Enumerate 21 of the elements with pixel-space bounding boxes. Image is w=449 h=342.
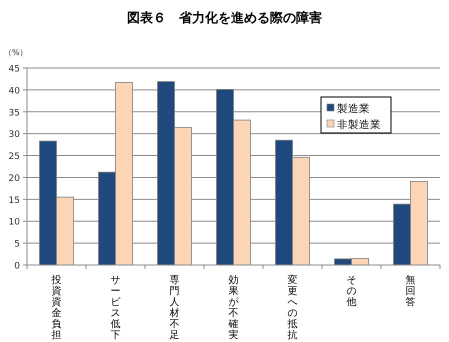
y-tick-label: 5 <box>14 240 20 250</box>
x-tick-label: 投資資金負担 <box>50 274 62 341</box>
x-tick-label: 効果が不確実 <box>228 274 240 341</box>
y-tick-label: 35 <box>8 108 20 118</box>
y-tick-label: 30 <box>8 130 20 140</box>
y-tick-label: 0 <box>14 262 20 272</box>
y-tick-label: 40 <box>8 86 20 96</box>
x-tick-label: 変更への抵抗 <box>286 274 298 341</box>
legend-label: 製造業 <box>337 102 370 115</box>
y-tick-label: 15 <box>8 196 20 206</box>
y-tick-label: 45 <box>8 64 20 74</box>
y-tick-label: 10 <box>8 218 20 228</box>
y-tick-label: 25 <box>8 152 20 162</box>
x-tick-label: サービス低下 <box>110 275 122 341</box>
x-tick-label: 専門人材不足 <box>168 274 180 341</box>
chart-title: 図表６ 省力化を進める際の障害 <box>127 10 322 26</box>
legend-label: 非製造業 <box>337 118 381 131</box>
x-tick-label: その他 <box>346 275 356 308</box>
y-tick-label: 20 <box>8 174 20 184</box>
x-tick-label: 無回答 <box>406 274 416 308</box>
y-axis-title: （%） <box>4 48 28 57</box>
